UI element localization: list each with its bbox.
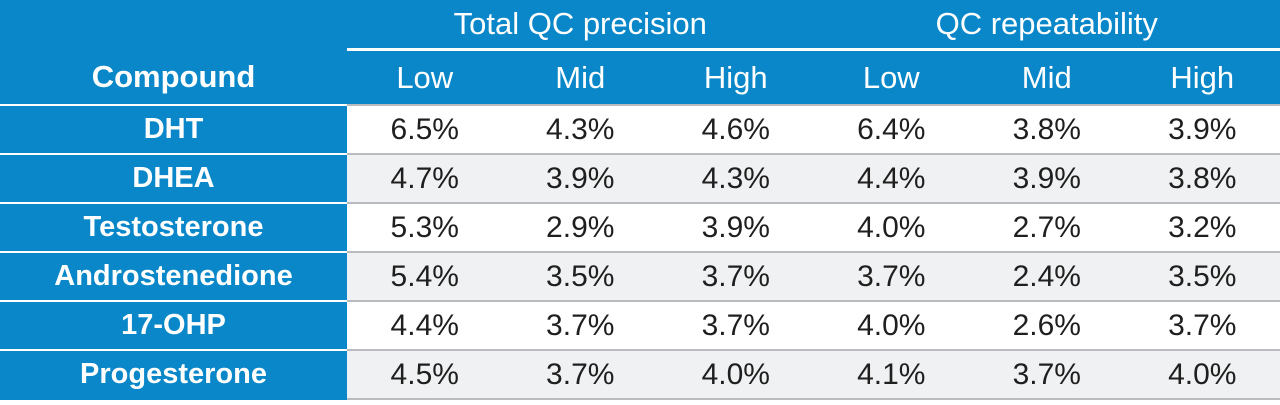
table-cell: 3.7% bbox=[969, 349, 1125, 400]
table-cell: 4.5% bbox=[347, 349, 503, 400]
table-cell: 4.4% bbox=[813, 153, 970, 203]
table-cell: 3.9% bbox=[658, 202, 814, 252]
table-cell: 3.7% bbox=[813, 251, 970, 301]
table-cell: 4.0% bbox=[813, 300, 970, 350]
column-header-total-low: Low bbox=[347, 49, 503, 105]
table-cell: 3.7% bbox=[1124, 300, 1280, 350]
table-cell: 4.0% bbox=[1124, 349, 1280, 400]
table-cell: 2.6% bbox=[969, 300, 1125, 350]
table-cell: 3.8% bbox=[969, 104, 1125, 154]
table-cell: 5.3% bbox=[347, 202, 503, 252]
table-cell: 3.5% bbox=[502, 251, 658, 301]
table-cell: 3.2% bbox=[1124, 202, 1280, 252]
table-cell: 4.0% bbox=[658, 349, 814, 400]
column-header-repeat-low: Low bbox=[813, 49, 970, 105]
table-cell: 3.7% bbox=[502, 349, 658, 400]
table-cell: 3.7% bbox=[658, 251, 814, 301]
group-header-row: Total QC precision QC repeatability bbox=[0, 0, 1280, 51]
column-header-total-high: High bbox=[658, 49, 814, 105]
column-header-total-mid: Mid bbox=[502, 49, 658, 105]
table-cell: 2.7% bbox=[969, 202, 1125, 252]
table-row: Testosterone 5.3% 2.9% 3.9% 4.0% 2.7% 3.… bbox=[0, 202, 1280, 252]
table-cell: 4.6% bbox=[658, 104, 814, 154]
column-header-compound: Compound bbox=[0, 49, 347, 105]
compound-name: DHT bbox=[0, 104, 347, 154]
compound-name: DHEA bbox=[0, 153, 347, 203]
table-cell: 2.9% bbox=[502, 202, 658, 252]
table-cell: 4.0% bbox=[813, 202, 970, 252]
table-cell: 4.1% bbox=[813, 349, 970, 400]
table-cell: 3.8% bbox=[1124, 153, 1280, 203]
table-cell: 3.9% bbox=[969, 153, 1125, 203]
table-cell: 4.3% bbox=[502, 104, 658, 154]
table-cell: 4.4% bbox=[347, 300, 503, 350]
table-cell: 3.5% bbox=[1124, 251, 1280, 301]
compound-name: 17-OHP bbox=[0, 300, 347, 350]
table-cell: 4.3% bbox=[658, 153, 814, 203]
table-cell: 4.7% bbox=[347, 153, 503, 203]
group-header-repeatability: QC repeatability bbox=[813, 0, 1280, 51]
compound-name: Progesterone bbox=[0, 349, 347, 400]
column-header-repeat-high: High bbox=[1124, 49, 1280, 105]
table-cell: 3.9% bbox=[1124, 104, 1280, 154]
table-cell: 3.9% bbox=[502, 153, 658, 203]
table-row: DHT 6.5% 4.3% 4.6% 6.4% 3.8% 3.9% bbox=[0, 104, 1280, 154]
table-row: 17-OHP 4.4% 3.7% 3.7% 4.0% 2.6% 3.7% bbox=[0, 300, 1280, 350]
table-cell: 3.7% bbox=[658, 300, 814, 350]
compound-name: Testosterone bbox=[0, 202, 347, 252]
table-cell: 6.5% bbox=[347, 104, 503, 154]
table-row: Progesterone 4.5% 3.7% 4.0% 4.1% 3.7% 4.… bbox=[0, 349, 1280, 400]
table-cell: 5.4% bbox=[347, 251, 503, 301]
table-cell: 3.7% bbox=[502, 300, 658, 350]
column-header-row: Compound Low Mid High Low Mid High bbox=[0, 49, 1280, 105]
table-row: DHEA 4.7% 3.9% 4.3% 4.4% 3.9% 3.8% bbox=[0, 153, 1280, 203]
header-corner bbox=[0, 0, 347, 50]
table-header: Total QC precision QC repeatability Comp… bbox=[0, 0, 1280, 105]
table-cell: 2.4% bbox=[969, 251, 1125, 301]
table-cell: 6.4% bbox=[813, 104, 970, 154]
group-header-total-precision: Total QC precision bbox=[347, 0, 814, 51]
compound-name: Androstenedione bbox=[0, 251, 347, 301]
table-row: Androstenedione 5.4% 3.5% 3.7% 3.7% 2.4%… bbox=[0, 251, 1280, 301]
table-body: DHT 6.5% 4.3% 4.6% 6.4% 3.8% 3.9% DHEA 4… bbox=[0, 104, 1280, 400]
column-header-repeat-mid: Mid bbox=[969, 49, 1125, 105]
